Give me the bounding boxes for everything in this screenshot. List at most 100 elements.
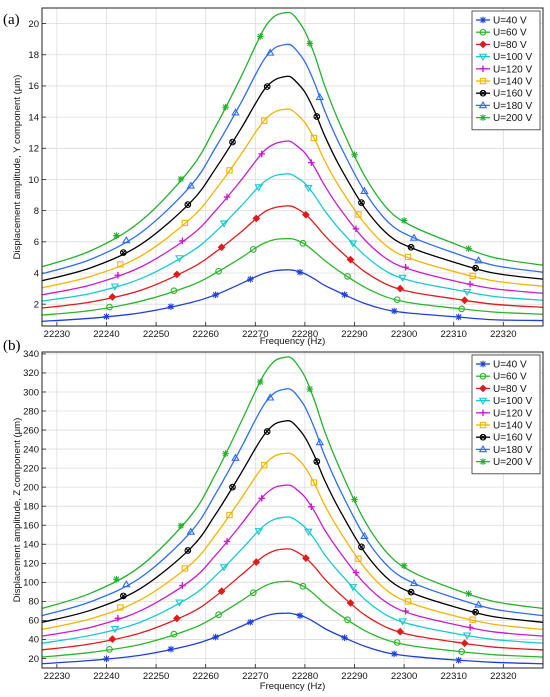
series-marker [358,199,365,206]
series-marker [404,598,412,605]
legend-item: U=140 V [476,421,533,432]
x-axis: 22230 22240 22250 22260 22270 22280 22290 22300… [44,322,517,340]
y-tick-label: 240 [23,444,39,455]
legend-marker-icon [479,433,487,441]
series-marker [393,296,401,304]
series-line [41,43,544,275]
legend-label: U=180 V [493,101,533,112]
x-tick-label: 22270 [242,329,268,340]
series-marker [263,83,271,90]
series-marker [469,272,476,280]
series-marker [226,167,233,174]
y-tick-label: 20 [28,19,39,30]
series-marker [122,236,131,244]
legend-label: U=60 V [493,372,527,383]
plot-frame [41,351,544,669]
y-tick-label: 320 [23,368,39,379]
legend-label: U=80 V [493,384,527,395]
legend-marker-icon [479,16,487,24]
legend-item: U=120 V [476,408,533,419]
series-marker [106,646,113,653]
x-tick-label: 22230 [44,329,70,340]
series-marker [247,618,254,626]
y-tick-label: 60 [28,616,39,627]
series-marker [173,270,181,279]
series-marker [466,624,474,631]
series-marker [346,599,355,607]
legend-label: U=100 V [493,396,533,407]
series-marker [110,283,120,291]
series-line [41,237,544,316]
plot-area [42,8,543,326]
series-marker [462,632,472,640]
legend-marker-icon [479,77,487,85]
x-tick-label: 22320 [490,671,516,682]
legend-label: U=120 V [493,64,533,75]
series-marker [175,255,184,263]
y-tick-label: 220 [23,463,39,474]
series-marker [358,543,365,551]
y-tick-label: 2 [34,299,39,310]
series-marker [458,648,466,655]
series-marker [390,650,398,658]
x-tick-label: 22250 [143,329,169,340]
legend-item: U=80 V [476,384,527,395]
series-marker [265,393,275,401]
series-marker [360,531,369,540]
series-marker [254,184,264,192]
series-marker [351,151,358,158]
plot-area [42,352,543,668]
series-marker [117,261,124,268]
panel-label: (b) [3,338,21,354]
series-marker [308,159,315,166]
series-marker [308,503,315,511]
legend-marker-icon [479,89,487,97]
series-marker [306,40,314,47]
y-tick-label: 16 [28,81,39,92]
series-marker [474,600,483,608]
series-marker [409,233,419,241]
legend-marker-icon [479,372,487,380]
legend-item: U=200 V [476,457,533,468]
x-tick-label: 22300 [391,671,417,682]
series-marker [177,175,185,183]
series-marker [465,245,472,252]
legend-label: U=140 V [493,421,533,432]
series-marker [352,569,360,576]
series-marker [223,193,231,201]
legend-item: U=40 V [476,16,527,27]
series-marker [263,428,271,435]
series-marker [114,614,122,622]
legend-marker-icon [479,114,487,121]
series-marker [351,496,358,503]
series-marker [407,588,415,596]
x-axis: 22230 22240 22250 22260 22270 22280 22290 22300… [44,664,517,682]
series-marker [302,210,310,219]
series-marker [341,634,348,642]
y-tick-label: 260 [23,425,39,436]
legend-marker-icon [479,384,487,393]
legend-item: U=60 V [476,28,527,39]
legend-label: U=200 V [493,457,533,468]
legend: U=40 VU=60 VU=80 VU=100 VU=120 VU=140 VU… [471,354,541,475]
series-marker [226,511,233,519]
series-line [41,419,544,623]
series-marker [167,303,175,310]
series-marker [103,655,110,663]
series-marker [258,150,266,158]
legend-label: U=160 V [493,433,533,444]
series-line [41,612,544,665]
series-marker [186,181,196,189]
series-marker [396,627,405,636]
series-marker [258,494,266,502]
series-marker [170,287,178,295]
series-marker [186,527,196,535]
y-tick-label: 8 [34,206,39,217]
series-marker [181,219,189,227]
series-line [41,269,544,322]
series-marker [106,303,113,311]
series-marker [179,582,186,589]
legend-label: U=180 V [493,445,533,456]
series-marker [465,590,472,597]
series-marker [223,538,231,545]
